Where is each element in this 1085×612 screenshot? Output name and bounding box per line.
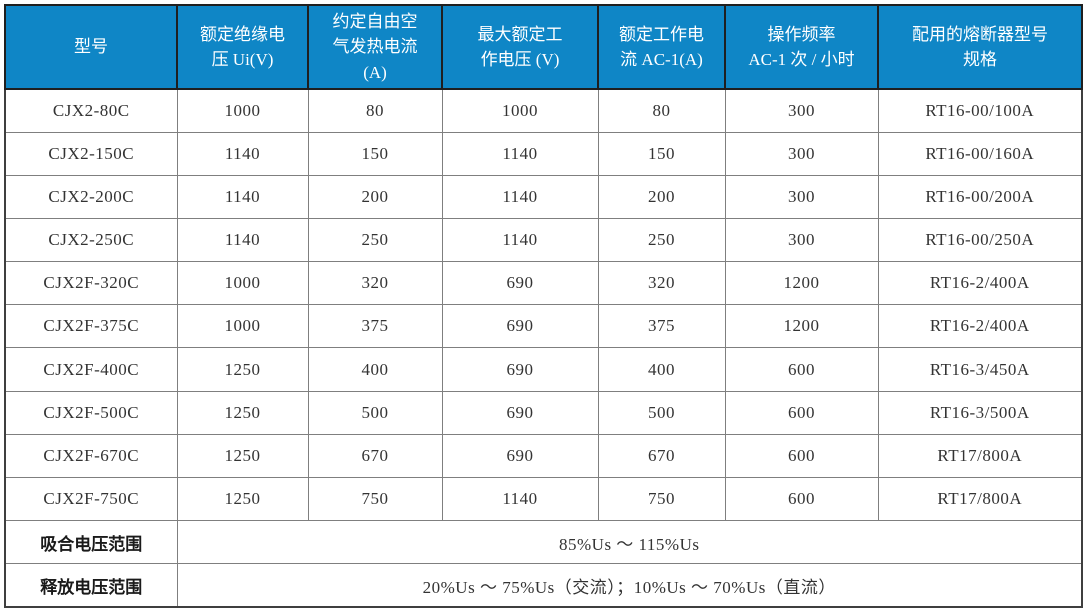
table-row: CJX2F-400C 1250 400 690 400 600 RT16-3/450A bbox=[4, 347, 1083, 392]
value-cell: RT16-00/200A bbox=[877, 174, 1083, 219]
footer-value: 85%Us ～ 115%Us bbox=[176, 520, 1083, 565]
value-cell: 200 bbox=[597, 174, 726, 219]
value-cell: 690 bbox=[441, 390, 599, 435]
value-cell: 250 bbox=[597, 217, 726, 263]
value-cell: 670 bbox=[307, 433, 443, 478]
value-cell: RT16-00/100A bbox=[877, 88, 1083, 133]
value-cell: 400 bbox=[597, 347, 726, 392]
value-cell: 750 bbox=[307, 476, 443, 522]
value-cell: 1140 bbox=[176, 174, 309, 219]
column-header-2: 约定自由空 气发热电流 (A) bbox=[307, 4, 443, 90]
value-cell: 1000 bbox=[176, 261, 309, 306]
value-cell: 150 bbox=[597, 131, 726, 176]
contactor-spec-table: 型号 额定绝缘电 压 Ui(V) 约定自由空 气发热电流 (A) 最大额定工 作电压 … bbox=[4, 4, 1083, 608]
table-row: CJX2F-750C 1250 750 1140 750 600 RT17/800A bbox=[4, 476, 1083, 522]
value-cell: 600 bbox=[724, 347, 879, 392]
value-cell: 375 bbox=[307, 304, 443, 349]
value-cell: 300 bbox=[724, 131, 879, 176]
value-cell: 690 bbox=[441, 347, 599, 392]
value-cell: 690 bbox=[441, 261, 599, 306]
footer-label: 吸合电压范围 bbox=[4, 520, 178, 565]
value-cell: 80 bbox=[597, 88, 726, 133]
value-cell: 1250 bbox=[176, 476, 309, 522]
value-cell: 500 bbox=[597, 390, 726, 435]
value-cell: 750 bbox=[597, 476, 726, 522]
value-cell: 300 bbox=[724, 88, 879, 133]
value-cell: 1000 bbox=[176, 88, 309, 133]
value-cell: 1250 bbox=[176, 390, 309, 435]
value-cell: 1140 bbox=[176, 131, 309, 176]
value-cell: RT16-00/250A bbox=[877, 217, 1083, 263]
column-header-1: 额定绝缘电 压 Ui(V) bbox=[176, 4, 309, 90]
model-cell: CJX2-250C bbox=[4, 217, 178, 263]
value-cell: RT17/800A bbox=[877, 476, 1083, 522]
value-cell: 80 bbox=[307, 88, 443, 133]
value-cell: 1000 bbox=[176, 304, 309, 349]
footer-value: 20%Us ～ 75%Us（交流）；10%Us ～ 70%Us（直流） bbox=[176, 563, 1083, 608]
model-cell: CJX2-80C bbox=[4, 88, 178, 133]
table-row: CJX2-250C 1140 250 1140 250 300 RT16-00/250A bbox=[4, 217, 1083, 263]
value-cell: 1140 bbox=[441, 217, 599, 263]
value-cell: RT16-3/450A bbox=[877, 347, 1083, 392]
value-cell: 320 bbox=[597, 261, 726, 306]
value-cell: 600 bbox=[724, 433, 879, 478]
value-cell: 690 bbox=[441, 304, 599, 349]
value-cell: 670 bbox=[597, 433, 726, 478]
value-cell: RT17/800A bbox=[877, 433, 1083, 478]
column-header-6: 配用的熔断器型号 规格 bbox=[877, 4, 1083, 90]
value-cell: 200 bbox=[307, 174, 443, 219]
value-cell: 320 bbox=[307, 261, 443, 306]
model-cell: CJX2F-320C bbox=[4, 261, 178, 306]
value-cell: 375 bbox=[597, 304, 726, 349]
model-cell: CJX2-200C bbox=[4, 174, 178, 219]
model-cell: CJX2F-670C bbox=[4, 433, 178, 478]
model-cell: CJX2F-400C bbox=[4, 347, 178, 392]
table-row: CJX2-200C 1140 200 1140 200 300 RT16-00/200A bbox=[4, 174, 1083, 219]
value-cell: RT16-00/160A bbox=[877, 131, 1083, 176]
value-cell: 600 bbox=[724, 476, 879, 522]
value-cell: RT16-3/500A bbox=[877, 390, 1083, 435]
value-cell: 500 bbox=[307, 390, 443, 435]
value-cell: 1250 bbox=[176, 433, 309, 478]
value-cell: 250 bbox=[307, 217, 443, 263]
table-row: CJX2F-670C 1250 670 690 670 600 RT17/800A bbox=[4, 433, 1083, 478]
value-cell: 1140 bbox=[176, 217, 309, 263]
value-cell: 1140 bbox=[441, 476, 599, 522]
column-header-5: 操作频率 AC-1 次 / 小时 bbox=[724, 4, 879, 90]
table-row: CJX2F-320C 1000 320 690 320 1200 RT16-2/400A bbox=[4, 261, 1083, 306]
value-cell: 400 bbox=[307, 347, 443, 392]
value-cell: 1140 bbox=[441, 131, 599, 176]
value-cell: 690 bbox=[441, 433, 599, 478]
table-row: CJX2F-500C 1250 500 690 500 600 RT16-3/500A bbox=[4, 390, 1083, 435]
value-cell: RT16-2/400A bbox=[877, 261, 1083, 306]
table-row: CJX2F-375C 1000 375 690 375 1200 RT16-2/400A bbox=[4, 304, 1083, 349]
table-header-row: 型号 额定绝缘电 压 Ui(V) 约定自由空 气发热电流 (A) 最大额定工 作电压 … bbox=[4, 4, 1083, 90]
table-row: CJX2-80C 1000 80 1000 80 300 RT16-00/100A bbox=[4, 88, 1083, 133]
model-cell: CJX2-150C bbox=[4, 131, 178, 176]
model-cell: CJX2F-375C bbox=[4, 304, 178, 349]
value-cell: 1140 bbox=[441, 174, 599, 219]
footer-row: 释放电压范围 20%Us ～ 75%Us（交流）；10%Us ～ 70%Us（直流… bbox=[4, 563, 1083, 608]
column-header-4: 额定工作电 流 AC-1(A) bbox=[597, 4, 726, 90]
value-cell: 300 bbox=[724, 217, 879, 263]
column-header-3: 最大额定工 作电压 (V) bbox=[441, 4, 599, 90]
footer-label: 释放电压范围 bbox=[4, 563, 178, 608]
value-cell: 1200 bbox=[724, 261, 879, 306]
footer-row: 吸合电压范围 85%Us ～ 115%Us bbox=[4, 520, 1083, 565]
table-row: CJX2-150C 1140 150 1140 150 300 RT16-00/160A bbox=[4, 131, 1083, 176]
column-header-0: 型号 bbox=[4, 4, 178, 90]
value-cell: 1250 bbox=[176, 347, 309, 392]
model-cell: CJX2F-750C bbox=[4, 476, 178, 522]
value-cell: 300 bbox=[724, 174, 879, 219]
model-cell: CJX2F-500C bbox=[4, 390, 178, 435]
value-cell: RT16-2/400A bbox=[877, 304, 1083, 349]
value-cell: 150 bbox=[307, 131, 443, 176]
value-cell: 1200 bbox=[724, 304, 879, 349]
value-cell: 1000 bbox=[441, 88, 599, 133]
value-cell: 600 bbox=[724, 390, 879, 435]
